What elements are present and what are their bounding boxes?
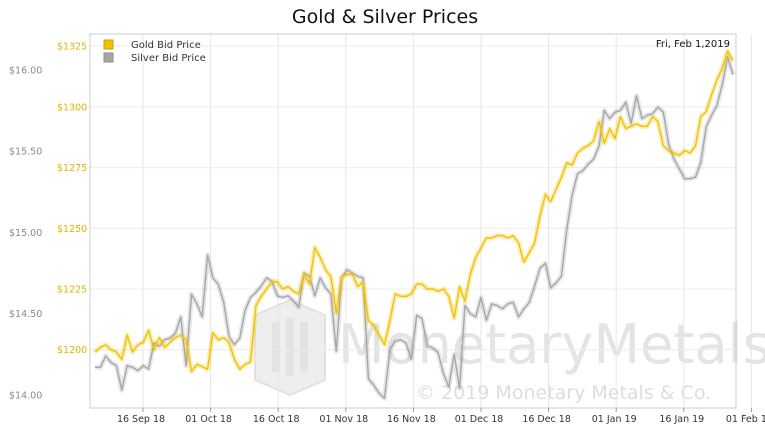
- legend: Gold Bid Price Silver Bid Price: [103, 39, 206, 64]
- y-tick-silver: $16.00: [9, 65, 42, 76]
- y-tick-silver: $15.00: [9, 228, 42, 239]
- y-tick-silver: $14.50: [9, 309, 42, 320]
- chart-title: Gold & Silver Prices: [292, 6, 478, 28]
- x-tick-label: 16 Nov 18: [387, 414, 436, 425]
- x-tick-label: 16 Sep 18: [117, 414, 165, 425]
- series-line-gold: [94, 50, 734, 373]
- y-tick-gold: $1325: [57, 42, 87, 53]
- x-tick-label: 01 Feb 19: [726, 414, 765, 425]
- y-tick-gold: $1300: [57, 102, 87, 113]
- date-readout: Fri, Feb 1,2019: [656, 39, 730, 50]
- legend-gold-swatch: [103, 39, 114, 50]
- y-tick-gold: $1200: [57, 345, 87, 356]
- watermark-copyright: © 2019 Monetary Metals & Co.: [416, 382, 711, 404]
- y-tick-silver: $15.50: [9, 147, 42, 158]
- x-tick-label: 16 Dec 18: [522, 414, 571, 425]
- series-line-silver: [95, 56, 734, 399]
- monetary-metals-logo-icon: [254, 298, 326, 397]
- y-tick-gold: $1250: [57, 224, 87, 235]
- watermark: MonetaryMetals® © 2019 Monetary Metals &…: [254, 298, 765, 404]
- x-tick-label: 01 Dec 18: [455, 414, 504, 425]
- x-tick-label: 01 Jan 19: [592, 414, 637, 425]
- legend-silver-swatch: [103, 52, 114, 63]
- legend-gold-label: Gold Bid Price: [131, 40, 201, 51]
- x-tick-label: 01 Nov 18: [319, 414, 368, 425]
- x-tick-label: 16 Oct 18: [253, 414, 300, 425]
- x-axis: 16 Sep 18 01 Oct 18 16 Oct 18 01 Nov 18 16 N…: [117, 408, 765, 425]
- series-layer: [93, 48, 736, 401]
- y-tick-silver: $14.00: [9, 390, 42, 401]
- x-tick-label: 16 Jan 19: [659, 414, 704, 425]
- y-tick-gold: $1275: [57, 163, 87, 174]
- y-axis-gold: $1200 $1225 $1250 $1275 $1300 $1325 $14.00 $14.…: [9, 42, 87, 402]
- watermark-brand: MonetaryMetals®: [338, 313, 765, 376]
- y-tick-gold: $1225: [57, 285, 87, 296]
- x-tick-label: 01 Oct 18: [185, 414, 232, 425]
- legend-silver-label: Silver Bid Price: [131, 53, 206, 64]
